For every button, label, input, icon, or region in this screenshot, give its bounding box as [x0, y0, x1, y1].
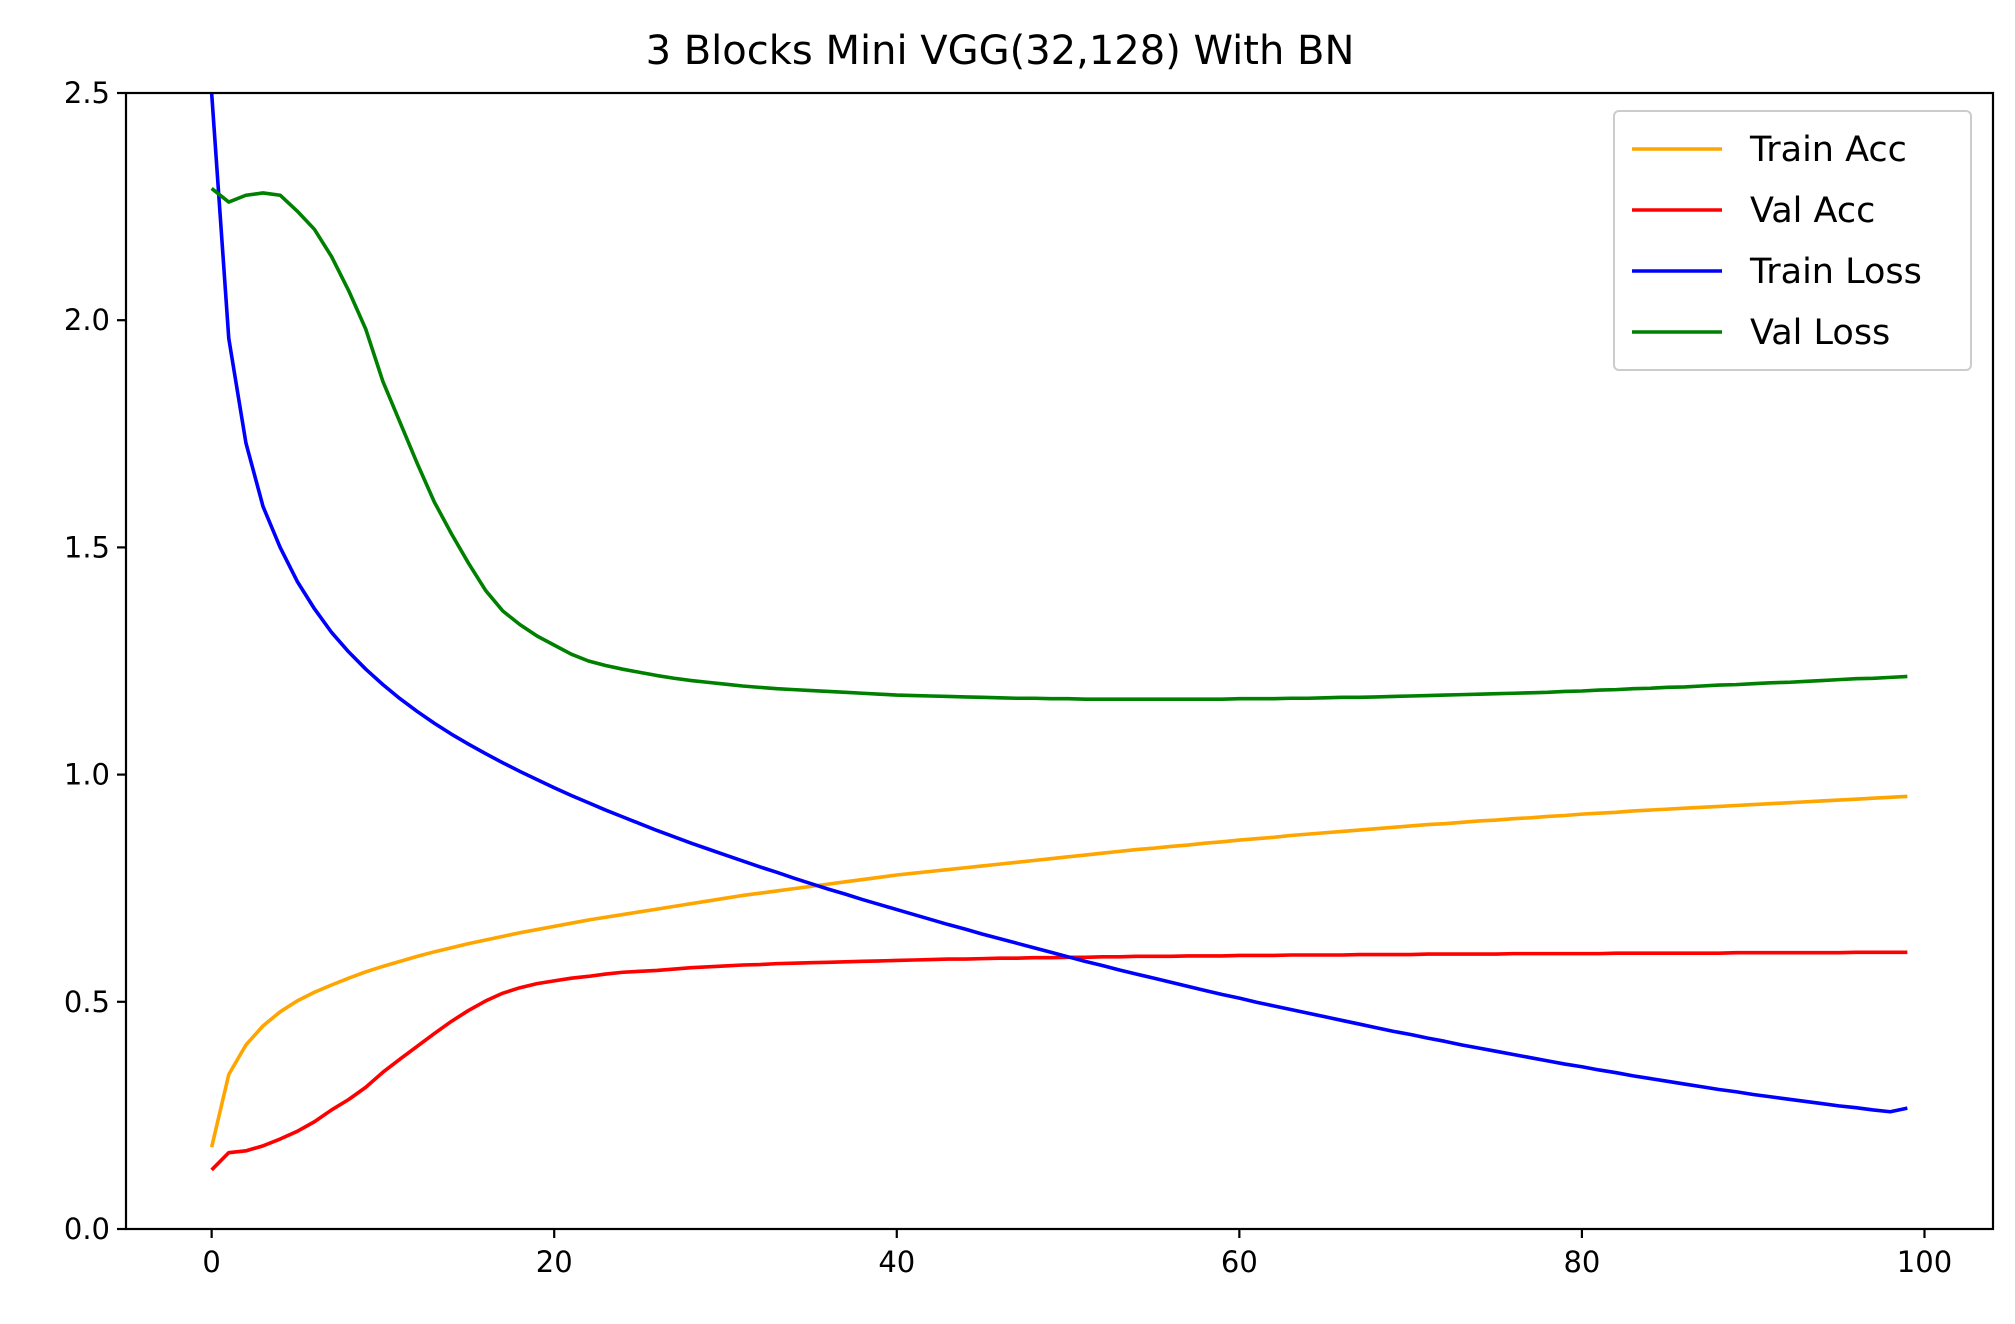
y-tick-label: 1.5 [64, 530, 110, 564]
legend-label-train-acc: Train Acc [1749, 130, 1907, 170]
x-tick-label: 100 [1897, 1245, 1952, 1279]
y-tick-label: 0.5 [64, 985, 110, 1019]
series-line-train-acc [209, 794, 1908, 1148]
chart-title: 3 Blocks Mini VGG(32,128) With BN [646, 28, 1355, 74]
legend: Train Acc Val Acc Train Loss Val Loss [1613, 110, 1972, 371]
series-line-val-acc [210, 950, 1908, 1172]
series-line-val-loss [210, 187, 1908, 701]
series-line-train-loss [209, 93, 1908, 1114]
series-layer [209, 93, 1908, 1172]
y-axis: 0.0 0.5 1.0 1.5 2.0 2.5 [64, 76, 126, 1246]
legend-label-train-loss: Train Loss [1749, 252, 1922, 292]
y-tick-label: 1.0 [64, 758, 110, 792]
x-tick-label: 20 [536, 1245, 573, 1279]
legend-box [1613, 110, 1972, 371]
x-tick-label: 0 [202, 1245, 220, 1279]
x-tick-label: 40 [878, 1245, 915, 1279]
plot-frame [124, 91, 1995, 1231]
legend-label-val-loss: Val Loss [1750, 313, 1890, 353]
y-tick-label: 2.0 [64, 303, 110, 337]
legend-label-val-acc: Val Acc [1750, 191, 1875, 231]
legend-items: Train Acc Val Acc Train Loss Val Loss [1632, 130, 1922, 353]
x-tick-label: 80 [1563, 1245, 1600, 1279]
y-tick-label: 0.0 [64, 1212, 110, 1246]
x-axis: 0 20 40 60 80 100 [202, 1229, 1952, 1279]
y-tick-label: 2.5 [64, 76, 110, 110]
x-tick-label: 60 [1221, 1245, 1258, 1279]
